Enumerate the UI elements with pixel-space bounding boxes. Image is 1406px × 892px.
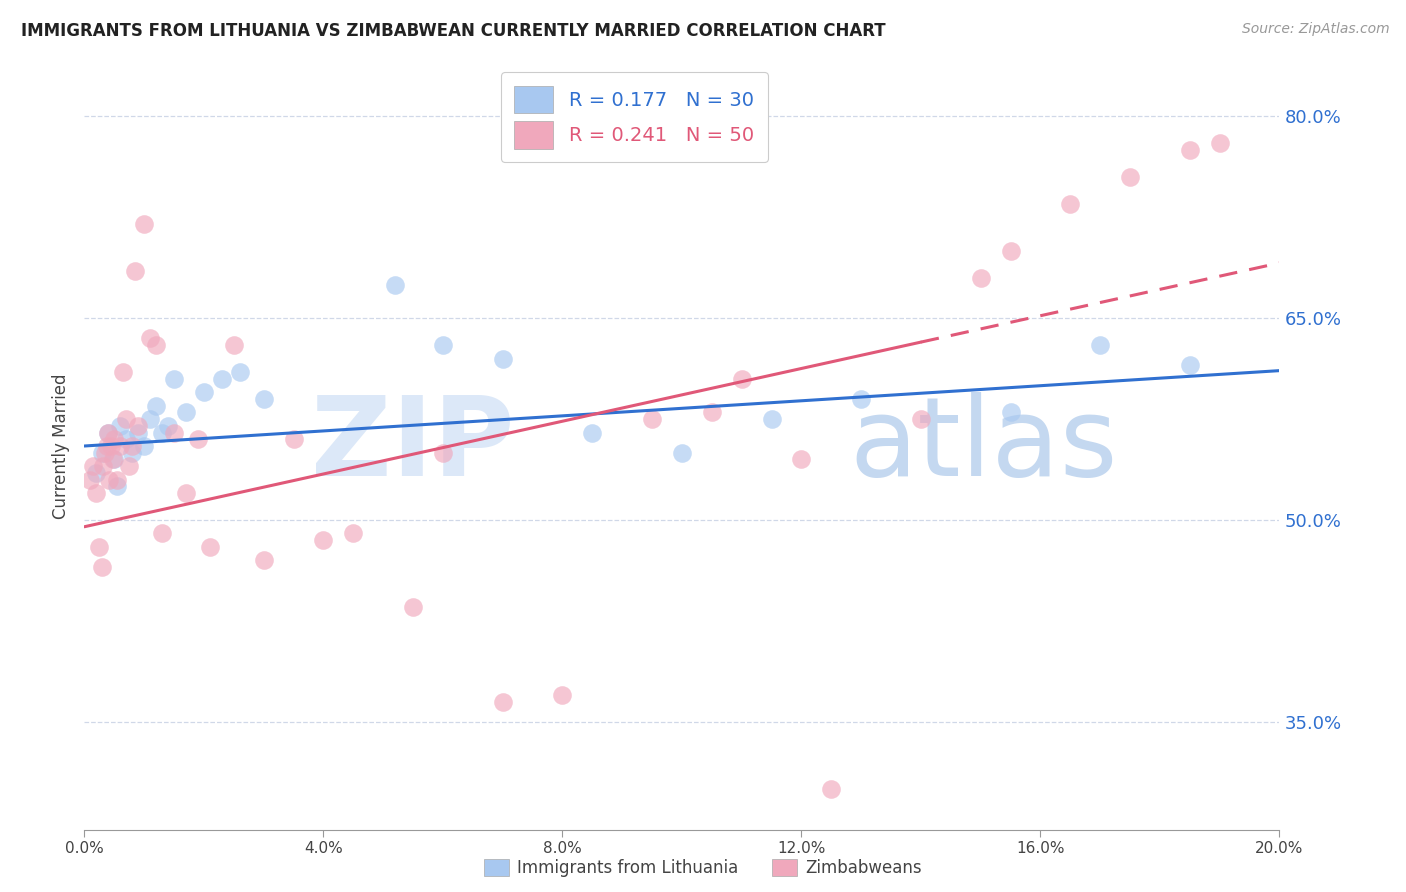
Point — [1119, 169, 1142, 184]
Point — [970, 270, 993, 285]
Point — [283, 432, 305, 446]
Point — [432, 446, 454, 460]
Text: Source: ZipAtlas.com: Source: ZipAtlas.com — [1241, 22, 1389, 37]
Point — [492, 695, 515, 709]
Y-axis label: Currently Married: Currently Married — [52, 373, 70, 519]
Point — [91, 446, 114, 460]
Point — [112, 365, 135, 379]
Point — [132, 217, 156, 231]
Point — [145, 338, 167, 352]
Point — [1000, 405, 1022, 419]
Point — [118, 459, 141, 474]
Point — [851, 392, 873, 406]
Point — [124, 264, 146, 278]
Point — [820, 782, 842, 797]
Point — [101, 452, 124, 467]
Point — [671, 446, 693, 460]
Point — [492, 351, 515, 366]
Legend: R = 0.177   N = 30, R = 0.241   N = 50: R = 0.177 N = 30, R = 0.241 N = 50 — [501, 72, 768, 162]
Point — [97, 425, 120, 440]
Point — [222, 338, 245, 352]
Point — [193, 385, 215, 400]
Point — [139, 412, 162, 426]
Text: ZIP: ZIP — [311, 392, 515, 500]
Point — [761, 412, 783, 426]
Point — [163, 425, 186, 440]
Point — [110, 418, 132, 433]
Point — [1178, 143, 1201, 157]
Point — [96, 439, 118, 453]
Point — [581, 425, 603, 440]
Point — [115, 412, 138, 426]
Point — [94, 446, 117, 460]
Point — [82, 459, 104, 474]
Point — [1209, 136, 1232, 151]
Point — [229, 365, 252, 379]
Point — [132, 439, 156, 453]
Point — [402, 600, 425, 615]
Point — [1059, 196, 1081, 211]
Point — [253, 553, 276, 567]
Point — [86, 486, 108, 500]
Legend: Immigrants from Lithuania, Zimbabweans: Immigrants from Lithuania, Zimbabweans — [478, 852, 928, 884]
Point — [731, 372, 754, 386]
Point — [1000, 244, 1022, 258]
Text: atlas: atlas — [849, 392, 1118, 500]
Point — [1178, 358, 1201, 372]
Point — [384, 277, 406, 292]
Point — [312, 533, 335, 548]
Point — [157, 418, 180, 433]
Point — [103, 432, 125, 446]
Point — [97, 425, 120, 440]
Point — [150, 526, 173, 541]
Point — [910, 412, 932, 426]
Point — [432, 338, 454, 352]
Point — [79, 473, 101, 487]
Point — [86, 466, 108, 480]
Point — [641, 412, 664, 426]
Point — [150, 425, 173, 440]
Point — [198, 540, 221, 554]
Point — [790, 452, 813, 467]
Point — [110, 439, 132, 453]
Point — [121, 439, 143, 453]
Point — [700, 405, 723, 419]
Point — [211, 372, 233, 386]
Point — [1090, 338, 1112, 352]
Point — [139, 331, 162, 345]
Point — [187, 432, 209, 446]
Point — [174, 405, 197, 419]
Point — [121, 446, 143, 460]
Point — [253, 392, 276, 406]
Text: IMMIGRANTS FROM LITHUANIA VS ZIMBABWEAN CURRENTLY MARRIED CORRELATION CHART: IMMIGRANTS FROM LITHUANIA VS ZIMBABWEAN … — [21, 22, 886, 40]
Point — [174, 486, 197, 500]
Point — [91, 560, 114, 574]
Point — [115, 432, 138, 446]
Point — [163, 372, 186, 386]
Point — [127, 418, 149, 433]
Point — [100, 439, 122, 453]
Point — [127, 425, 149, 440]
Point — [103, 452, 125, 467]
Point — [105, 479, 128, 493]
Point — [98, 473, 121, 487]
Point — [105, 473, 128, 487]
Point — [342, 526, 364, 541]
Point — [89, 540, 111, 554]
Point — [551, 688, 574, 702]
Point — [93, 459, 115, 474]
Point — [145, 399, 167, 413]
